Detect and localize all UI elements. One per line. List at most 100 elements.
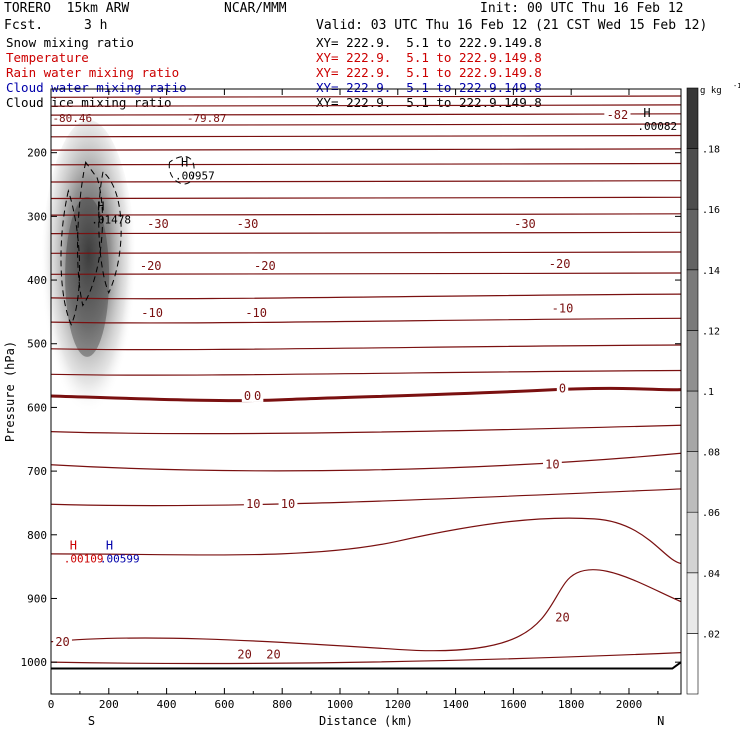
field-xy-snow: XY= 222.9. 5.1 to 222.9.149.8	[316, 35, 542, 50]
contour-label-bg	[241, 388, 254, 402]
x-tick-label: 1000	[327, 698, 354, 711]
temperature-contour-label: -30	[514, 217, 536, 231]
colorbar-bin	[686, 87, 699, 149]
y-tick-label: 600	[27, 401, 47, 414]
contour-label-bg	[144, 217, 172, 231]
temperature-contour-label: -30	[237, 217, 259, 231]
x-tick-label: 1200	[385, 698, 412, 711]
snow-shading-core	[65, 196, 110, 357]
contour-label-bg	[137, 259, 164, 273]
isotherm	[50, 517, 682, 565]
forecast-hours: 3 h	[84, 18, 108, 33]
contour-label-bg	[546, 257, 573, 271]
isotherm	[50, 231, 682, 235]
extremum-mark: H	[70, 538, 77, 552]
temperature-contour-label: 0	[244, 389, 251, 403]
colorbar-bin	[686, 572, 699, 634]
extremum-mark: H	[97, 200, 104, 214]
isotherm	[50, 344, 682, 351]
temperature-contour-label: 10	[545, 458, 559, 472]
extremum-mark: H	[643, 106, 650, 120]
x-tick-label: 600	[214, 698, 234, 711]
temperature-contour-label: 0	[559, 381, 566, 395]
field-label-snow: Snow mixing ratio	[6, 35, 134, 50]
extremum-value: .00599	[100, 552, 140, 565]
extremum-mark: H	[106, 538, 113, 552]
temperature-contour-label: -20	[140, 259, 162, 273]
isotherm-zero	[50, 386, 682, 403]
colorbar-bin	[686, 148, 699, 210]
colorbar-tick-label: .16	[702, 205, 720, 216]
field-xy-temperature: XY= 222.9. 5.1 to 222.9.149.8	[316, 50, 542, 65]
temperature-contour-label: -20	[254, 259, 276, 273]
colorbar-tick-label: .1	[702, 387, 714, 398]
colorbar-bin	[686, 633, 699, 695]
contour-label-bg	[553, 610, 572, 624]
contour-label-bg	[511, 217, 539, 231]
isotherm	[50, 95, 682, 99]
temperature-contour-label: 10	[246, 497, 260, 511]
extremum-value: .01478	[91, 214, 131, 227]
contour-label-bg	[278, 497, 298, 511]
isotherm	[50, 317, 682, 324]
extremum-value: .00082	[637, 120, 677, 133]
x-tick-label: 1400	[442, 698, 469, 711]
south-end-label: S	[88, 714, 95, 728]
isotherm	[50, 424, 682, 435]
y-tick-label: 200	[27, 147, 47, 160]
colorbar-unit: g kg	[700, 86, 722, 96]
isotherm	[50, 272, 682, 276]
temperature-contour-label: 20	[237, 648, 251, 662]
contour-label-bg	[139, 306, 166, 320]
colorbar-tick-label: .18	[702, 145, 720, 156]
contour-label-bg	[234, 217, 261, 231]
colorbar-bin	[686, 208, 699, 271]
temperature-contour-label: 20	[55, 635, 69, 649]
y-tick-label: 300	[27, 210, 47, 223]
init-time: Init: 00 UTC Thu 16 Feb 12	[480, 1, 684, 16]
contour-label-bg	[243, 497, 263, 511]
temperature-contour-label: -10	[552, 302, 574, 316]
contour-label-bg	[264, 647, 283, 661]
isotherm	[50, 452, 682, 472]
colorbar-bin	[686, 451, 699, 513]
isotherm	[50, 213, 682, 216]
contour-label-bg	[549, 301, 576, 315]
top-edge-label: -80.46	[52, 112, 92, 125]
isotherm	[50, 488, 682, 507]
temperature-contour-label: -10	[245, 306, 267, 320]
isotherm	[50, 148, 682, 151]
isotherm	[50, 113, 682, 116]
cloud-ice-contour	[77, 161, 103, 307]
isotherm	[50, 134, 682, 138]
contour-label-bg	[243, 306, 270, 320]
extremum-value: .00957	[175, 170, 215, 183]
contour-label-bg	[235, 647, 255, 661]
y-tick-label: 700	[27, 465, 47, 478]
north-end-label: N	[657, 714, 664, 728]
x-tick-label: 0	[48, 698, 55, 711]
center-title: NCAR/MMM	[224, 1, 287, 16]
y-axis-title: Pressure (hPa)	[3, 341, 17, 442]
temperature-contour-label: -30	[147, 217, 169, 231]
top-edge-label: -79.87	[187, 112, 227, 125]
colorbar-tick-label: .12	[702, 326, 720, 337]
temperature-contour-label: -10	[141, 306, 163, 320]
temperature-contour-label: -20	[549, 257, 571, 271]
colorbar-tick-label: .14	[702, 266, 720, 277]
colorbar-tick-label: .08	[702, 448, 720, 459]
colorbar-unit-exponent: -1	[733, 82, 740, 90]
colorbar-tick-label: .04	[702, 569, 720, 580]
temperature-contour-label: 10	[281, 497, 295, 511]
isotherm	[50, 123, 682, 127]
colorbar-tick-label: .02	[702, 629, 720, 640]
field-xy-cloud-water: XY= 222.9. 5.1 to 222.9.149.8	[316, 80, 542, 95]
field-label-temperature: Temperature	[6, 50, 89, 65]
isotherm	[50, 251, 682, 255]
isotherm	[50, 369, 682, 376]
x-tick-label: 200	[99, 698, 119, 711]
temperature-contour-label: -82	[607, 108, 629, 122]
contour-label-bg	[556, 381, 569, 395]
contour-label-bg	[53, 634, 72, 648]
